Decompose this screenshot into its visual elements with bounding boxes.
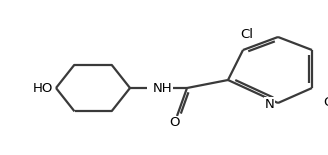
Text: O: O [170,117,180,129]
Text: Cl: Cl [240,27,254,40]
Text: NH: NH [153,82,173,95]
Text: Cl: Cl [323,95,328,108]
Text: N: N [264,97,274,111]
Text: HO: HO [32,82,53,95]
